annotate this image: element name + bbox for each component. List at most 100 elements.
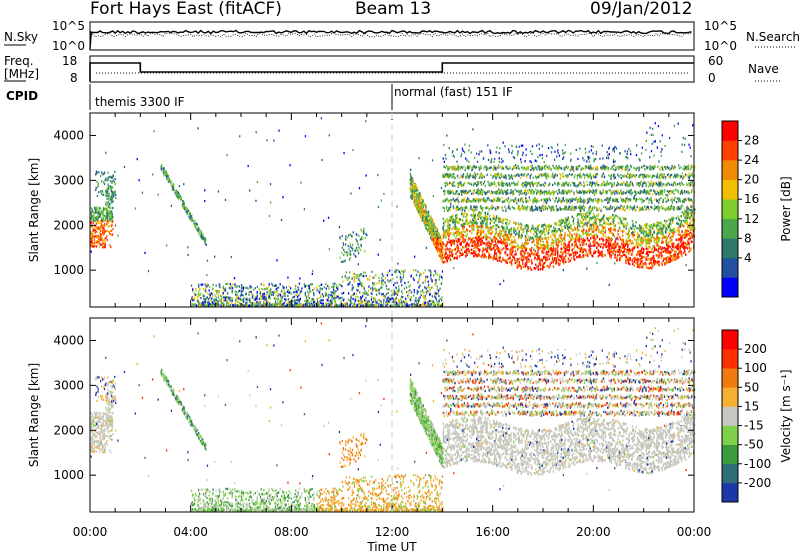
echo-cell <box>95 186 97 189</box>
noise-sky-trace <box>89 29 692 50</box>
echo-cell <box>282 303 284 306</box>
echo-cell <box>185 206 187 209</box>
echo-cell <box>415 199 417 202</box>
echo-cell <box>405 297 407 300</box>
echo-cell <box>374 282 376 286</box>
echo-cell <box>105 216 108 219</box>
echo-cell <box>250 290 252 294</box>
echo-cell <box>279 294 282 297</box>
echo-cell <box>370 287 372 290</box>
echo-cell <box>411 189 414 192</box>
echo-cell <box>361 284 363 287</box>
echo-cell <box>187 209 190 212</box>
echo-cell <box>99 245 101 248</box>
echo-cell <box>328 299 330 302</box>
echo-cell <box>431 232 433 235</box>
echo-cell <box>103 172 105 175</box>
echo-cell <box>303 282 305 286</box>
echo-cell <box>376 282 378 285</box>
echo-cell <box>370 296 373 299</box>
echo-cell <box>330 294 332 297</box>
echo-cell <box>111 201 113 204</box>
echo-cell <box>141 191 144 194</box>
echo-cell <box>357 274 359 277</box>
echo-cell <box>100 192 103 195</box>
echo-cell <box>438 275 441 279</box>
echo-cell <box>98 236 101 239</box>
echo-cell <box>105 212 107 215</box>
echo-cell <box>440 241 443 244</box>
echo-cell <box>415 300 417 303</box>
echo-cell <box>105 177 107 180</box>
echo-cell <box>339 297 341 300</box>
echo-cell <box>435 282 437 285</box>
echo-cell <box>109 211 111 215</box>
echo-cell <box>323 219 325 222</box>
echo-cell <box>421 289 424 292</box>
echo-cell <box>325 287 327 290</box>
echo-cell <box>398 298 400 301</box>
beam-title: Beam 13 <box>355 0 431 19</box>
echo-cell <box>245 301 247 304</box>
echo-cell <box>420 194 422 197</box>
echo-cell <box>372 297 375 300</box>
echo-cell <box>349 233 351 236</box>
echo-cell <box>367 293 369 296</box>
echo-cell <box>306 284 308 287</box>
echo-cell <box>215 296 217 299</box>
echo-cell <box>417 189 419 192</box>
echo-cell <box>350 297 352 300</box>
echo-cell <box>311 272 313 275</box>
echo-cell <box>318 296 320 300</box>
echo-cell <box>318 290 320 293</box>
echo-cell <box>209 297 211 300</box>
echo-cell <box>175 193 177 196</box>
echo-cell <box>199 234 201 238</box>
echo-cell <box>224 296 227 300</box>
echo-cell <box>237 300 239 303</box>
freq-tick-bottom-left: 8 <box>70 71 78 85</box>
echo-cell <box>110 198 112 201</box>
echo-cell <box>327 216 330 219</box>
echo-cell <box>393 289 395 292</box>
echo-cell <box>178 185 181 188</box>
echo-cell <box>106 235 108 238</box>
echo-cell <box>438 278 440 281</box>
echo-cell <box>280 218 283 222</box>
echo-cell <box>389 298 391 301</box>
echo-cell <box>397 292 399 295</box>
echo-cell <box>218 299 221 302</box>
echo-cell <box>103 208 105 211</box>
echo-cell <box>371 289 374 292</box>
echo-cell <box>608 283 610 286</box>
echo-cell <box>266 301 268 304</box>
echo-cell <box>206 274 208 277</box>
echo-cell <box>112 192 114 195</box>
echo-cell <box>112 186 114 189</box>
echo-cell <box>188 215 190 218</box>
echo-cell <box>304 135 307 138</box>
echo-cell <box>96 221 99 224</box>
echo-cell <box>100 222 102 226</box>
echo-cell <box>206 259 209 262</box>
echo-cell <box>294 301 296 304</box>
echo-cell <box>111 233 114 236</box>
echo-cell <box>274 300 277 303</box>
echo-cell <box>425 227 427 230</box>
noise-tick-top-left: 10^5 <box>52 19 85 33</box>
echo-cell <box>433 303 435 306</box>
echo-cell <box>299 291 301 294</box>
echo-cell <box>420 216 422 219</box>
echo-cell <box>111 199 113 202</box>
echo-cell <box>189 213 191 216</box>
echo-cell <box>345 243 347 246</box>
echo-cell <box>436 288 438 291</box>
echo-cell <box>386 301 388 304</box>
echo-cell <box>235 299 237 302</box>
echo-cell <box>256 180 259 183</box>
echo-cell <box>498 157 500 160</box>
echo-cell <box>102 207 104 210</box>
echo-cell <box>373 276 375 279</box>
echo-cell <box>499 283 501 286</box>
echo-cell <box>349 245 351 248</box>
